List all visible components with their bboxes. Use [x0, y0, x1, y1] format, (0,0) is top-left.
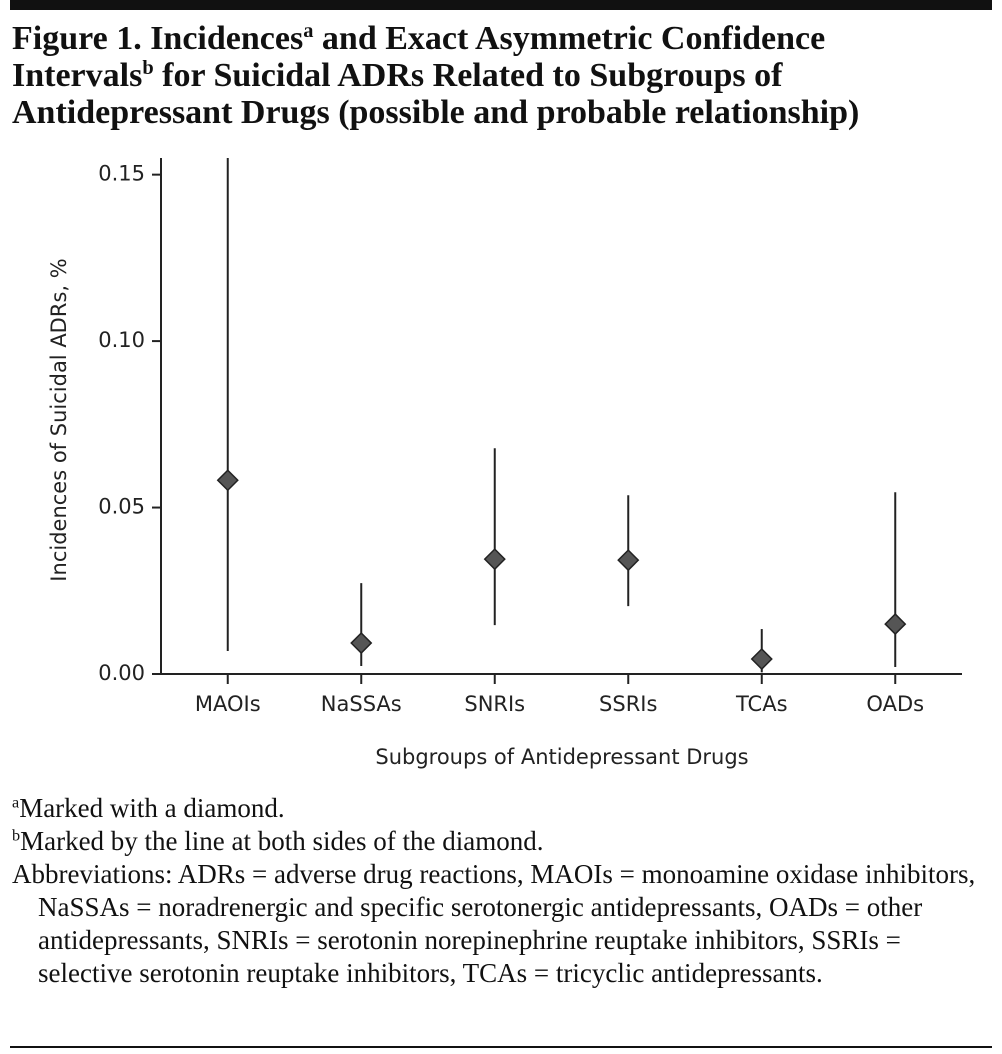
footnotes: aMarked with a diamond. bMarked by the l… [12, 792, 997, 990]
footnote-mark: a [12, 793, 20, 812]
title-text: Figure 1. Incidences [12, 20, 304, 57]
diamond [483, 548, 506, 571]
x-tick-label: MAOIs [195, 692, 261, 716]
top-rule [10, 0, 992, 10]
title-superscript: b [142, 56, 154, 79]
footnote-text: Marked by the line at both sides of the … [20, 826, 544, 856]
x-tick-label: TCAs [735, 692, 788, 716]
x-tick-label: NaSSAs [321, 692, 402, 716]
y-tick-label: 0.00 [98, 661, 145, 685]
diamond [216, 469, 239, 492]
title-text: and Exact Asymmetric Confidence Interval… [12, 20, 826, 94]
chart-title: Figure 1. Incidencesa and Exact Asymmetr… [12, 20, 972, 131]
y-tick-label: 0.15 [98, 162, 145, 186]
x-tick-label: OADs [866, 692, 924, 716]
x-tick-label: SNRIs [464, 692, 525, 716]
y-tick-label: 0.05 [98, 495, 145, 519]
y-tick-label: 0.10 [98, 328, 145, 352]
title-text: for Suicidal ADRs Related to Subgroups o… [12, 57, 860, 131]
footnote-mark: b [12, 826, 21, 845]
abbreviations: Abbreviations: ADRs = adverse drug react… [12, 859, 976, 988]
bottom-rule [10, 1046, 992, 1048]
diamond [350, 631, 373, 655]
footnote-text: Marked with a diamond. [19, 793, 285, 823]
footnote: bMarked by the line at both sides of the… [12, 825, 997, 858]
footnote: aMarked with a diamond. [12, 792, 997, 825]
y-axis-label: Incidences of Suicidal ADRs, % [47, 258, 71, 581]
x-axis-label: Subgroups of Antidepressant Drugs [375, 745, 748, 769]
diamond [750, 647, 773, 671]
title-superscript: a [303, 19, 314, 42]
chart: Incidences of Suicidal ADRs, % Subgroups… [47, 158, 962, 769]
diamond [617, 549, 640, 572]
diamond [884, 613, 907, 636]
x-tick-label: SSRIs [599, 692, 657, 716]
